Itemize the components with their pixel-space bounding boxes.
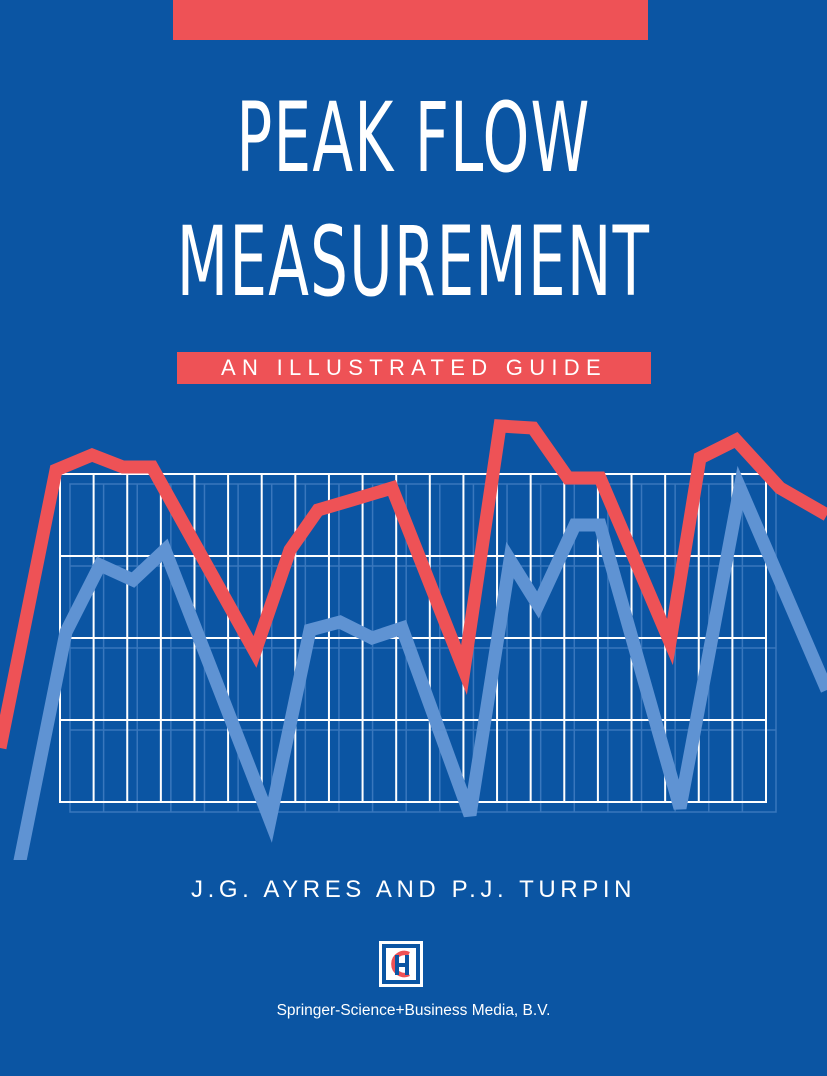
title-line-1: PEAK FLOW [236,82,591,194]
top-red-bar [173,0,648,40]
peak-flow-chart-illustration [0,419,827,860]
subtitle: AN ILLUSTRATED GUIDE [221,355,607,380]
subtitle-band: AN ILLUSTRATED GUIDE [177,352,651,384]
title-line-2: MEASUREMENT [176,206,651,318]
publisher-name: Springer-Science+Business Media, B.V. [276,1002,551,1019]
red-trace [0,419,827,750]
authors: J.G. AYRES AND P.J. TURPIN [190,876,637,903]
publisher-h-logo-icon [379,941,423,987]
light-blue-trace [13,465,827,860]
